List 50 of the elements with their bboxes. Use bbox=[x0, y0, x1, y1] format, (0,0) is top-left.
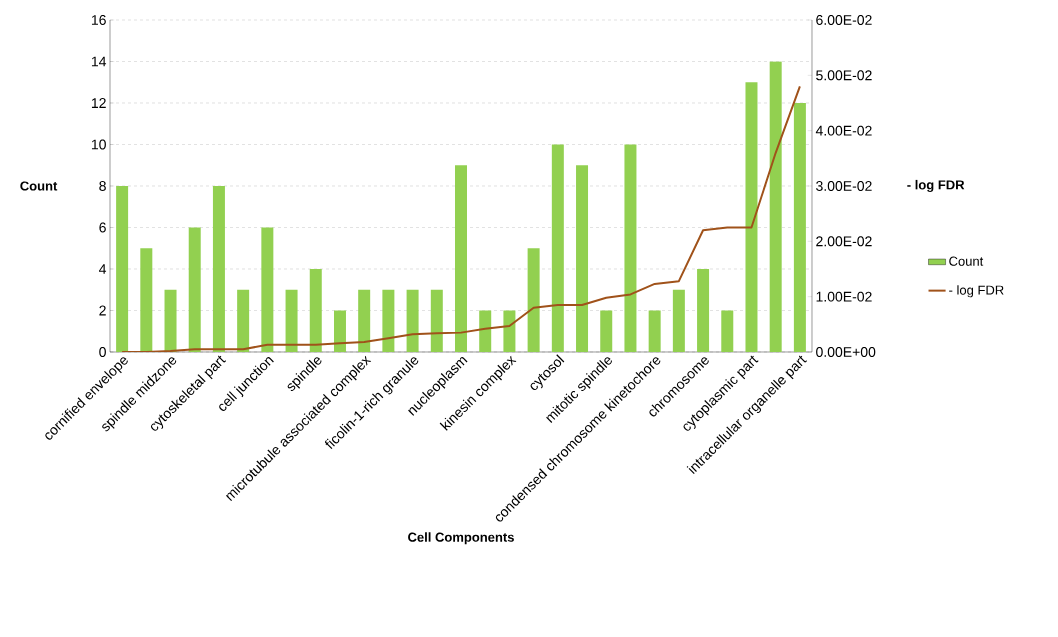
bar bbox=[697, 268, 710, 352]
y-tick-label: 8 bbox=[99, 181, 106, 191]
bar bbox=[527, 248, 540, 352]
y2-tick-label: 5.00E-02 bbox=[816, 70, 872, 81]
bar bbox=[140, 248, 153, 352]
y2-tick-label: 2.00E-02 bbox=[816, 236, 872, 247]
bar bbox=[600, 310, 613, 352]
y2-axis-title: - log FDR bbox=[907, 179, 965, 193]
bar bbox=[285, 289, 298, 352]
y-tick-label: 12 bbox=[91, 98, 106, 108]
bar bbox=[455, 165, 467, 352]
bar bbox=[430, 289, 443, 352]
bar bbox=[721, 310, 734, 352]
y2-tick-label: 6.00E-02 bbox=[816, 15, 872, 25]
y2-tick-label: 1.00E-02 bbox=[816, 291, 872, 302]
bar bbox=[576, 165, 589, 352]
bar bbox=[237, 289, 250, 352]
y-tick-label: 10 bbox=[91, 139, 106, 150]
bar bbox=[309, 268, 322, 352]
bar bbox=[261, 227, 274, 352]
y-tick-label: 6 bbox=[99, 222, 106, 233]
y2-tick-label: 4.00E-02 bbox=[815, 125, 872, 136]
bar bbox=[116, 186, 129, 352]
bar bbox=[479, 310, 492, 352]
bar bbox=[648, 310, 661, 352]
bar bbox=[745, 82, 758, 352]
bar bbox=[188, 227, 201, 352]
bar bbox=[382, 289, 395, 352]
bar bbox=[358, 289, 371, 352]
bar bbox=[672, 289, 685, 352]
bar bbox=[551, 144, 564, 352]
bar bbox=[793, 103, 806, 352]
y-tick-label: 2 bbox=[99, 305, 106, 316]
y-tick-label: 16 bbox=[91, 15, 106, 25]
bar bbox=[164, 289, 177, 352]
x-axis-title: Cell Components bbox=[408, 532, 514, 545]
bar bbox=[624, 144, 637, 352]
y2-tick-label: 0.00E+00 bbox=[816, 347, 876, 357]
bar bbox=[212, 186, 225, 352]
y-axis-title: Count bbox=[20, 181, 58, 191]
legend-label: Count bbox=[949, 256, 984, 266]
bar bbox=[503, 310, 516, 352]
y-tick-label: 0 bbox=[99, 347, 106, 357]
bar bbox=[333, 310, 346, 352]
y-tick-label: 14 bbox=[91, 56, 107, 67]
bar bbox=[769, 61, 782, 352]
y-tick-label: 4 bbox=[99, 264, 107, 274]
y2-tick-label: 3.00E-02 bbox=[816, 181, 872, 191]
bar bbox=[406, 289, 419, 352]
legend-label: - log FDR bbox=[949, 285, 1004, 298]
